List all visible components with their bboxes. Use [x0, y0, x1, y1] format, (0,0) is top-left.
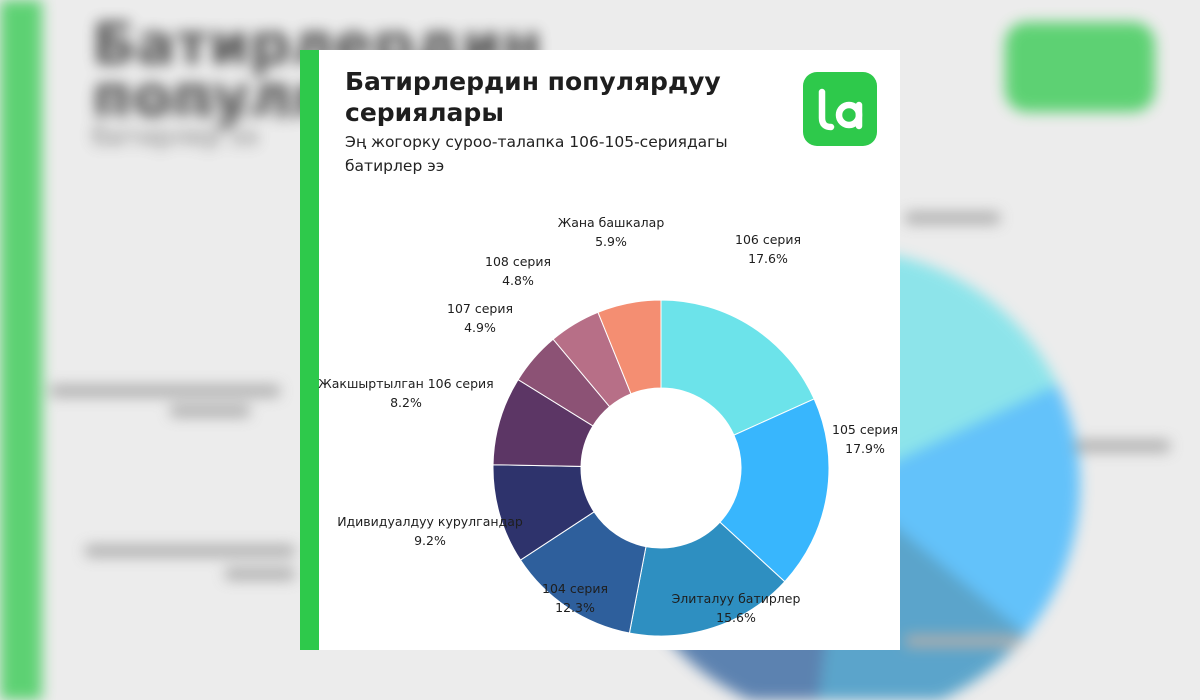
slice-value-label: 8.2% — [390, 395, 422, 410]
background-logo — [1005, 22, 1155, 112]
background-label-line — [1075, 440, 1170, 452]
slice-label: Идивидуалдуу курулгандар — [337, 514, 523, 529]
chart-subtitle: Эң жогорку суроо-талапка 106-105-серияда… — [345, 133, 728, 175]
slice-value-label: 15.6% — [716, 610, 756, 625]
chart-title: Батирлердин популярдуу сериялары — [345, 67, 721, 127]
background-label-line — [225, 568, 295, 580]
slice-value-label: 9.2% — [414, 533, 446, 548]
donut-slice — [660, 299, 815, 436]
slice-label: Жана башкалар — [558, 215, 665, 230]
background-label-line — [85, 545, 295, 557]
slice-value-label: 4.9% — [464, 320, 496, 335]
slice-value-label: 12.3% — [555, 600, 595, 615]
slice-label: 107 серия — [447, 301, 513, 316]
slice-label: 108 серия — [485, 254, 551, 269]
donut-slice — [719, 398, 830, 583]
slice-value-label: 17.6% — [748, 251, 788, 266]
background-label-line — [50, 385, 280, 397]
logo-mark-icon — [818, 88, 863, 131]
donut-slice — [628, 521, 786, 637]
background-label-line — [905, 635, 1020, 647]
slice-value-label: 4.8% — [502, 273, 534, 288]
background-green-stripe — [0, 0, 42, 700]
slice-label: 106 серия — [735, 232, 801, 247]
background-label-line — [905, 212, 1000, 224]
card-green-stripe — [300, 50, 319, 650]
slice-label: 104 серия — [542, 581, 608, 596]
slice-label: Жакшыртылган 106 серия — [318, 376, 493, 391]
donut-chart: 106 серия 17.6% 105 серия 17.9% Элиталуу бат… — [318, 215, 898, 637]
slice-value-label: 5.9% — [595, 234, 627, 249]
lalafo-logo — [803, 72, 877, 146]
slice-value-label: 17.9% — [845, 441, 885, 456]
slice-label: Элиталуу батирлер — [672, 591, 801, 606]
background-label-line — [170, 405, 250, 417]
infographic-card: Батирлердин популярдуу сериялары Эң жого… — [300, 50, 900, 650]
slice-label: 105 серия — [832, 422, 898, 437]
donut-slice — [597, 299, 662, 395]
